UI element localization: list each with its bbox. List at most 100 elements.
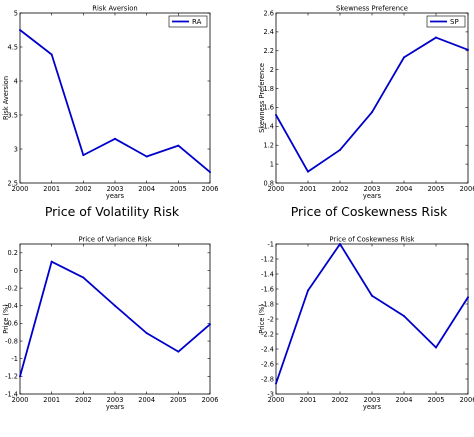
x-tick-label: 2002 [332,185,349,193]
y-tick-label: 1.8 [264,85,275,93]
y-axis-label: Price (%) [2,304,10,334]
data-point [50,260,53,263]
data-point [82,154,85,157]
y-tick-label: 2.4 [264,28,275,36]
data-point [467,48,469,51]
y-tick-label: 2.5 [8,179,19,187]
y-tick-label: 2 [270,66,274,74]
data-point [114,304,116,307]
y-tick-label: 2.2 [264,47,275,55]
y-tick-label: -0.4 [5,302,18,310]
y-tick-label: 1.4 [264,123,275,131]
data-point [339,243,341,245]
y-tick-label: -2.6 [261,360,274,368]
data-point [435,36,437,39]
y-tick-label: 1.6 [264,104,275,112]
y-tick-label: -0.8 [5,337,18,345]
x-axis-label: years [106,403,125,411]
y-tick-label: -1.6 [261,285,274,293]
x-tick-label: 2000 [12,185,29,193]
data-point [275,114,277,116]
data-point [467,296,469,299]
y-axis-label: Price (%) [258,304,266,334]
chart-panel-4: 2000 2001 2002 2003 2004 2005 2006 -3 -2.8 -2.6 -2… [258,236,474,412]
data-point [19,29,21,31]
y-tick-label: -1.2 [5,373,18,381]
x-tick-label: 2004 [396,396,413,404]
y-tick-label: 0.2 [8,249,19,257]
data-point [403,315,405,317]
data-point [307,170,309,173]
data-point [177,350,180,353]
y-tick-label: -3 [267,390,274,398]
x-tick-label: 2005 [428,185,445,193]
chart-title: Risk Aversion [92,5,137,13]
y-tick-label: -1.2 [261,255,274,263]
x-tick-label: 2002 [332,396,349,404]
data-point [114,137,116,140]
x-tick-label: 2003 [107,185,124,193]
x-tick-label: 2003 [364,185,381,193]
y-tick-label: -1.4 [261,270,274,278]
x-tick-label: 2004 [138,396,155,404]
x-tick-label: 2004 [138,185,155,193]
y-tick-label: -1.8 [261,300,274,308]
x-tick-label: 2001 [300,185,317,193]
y-tick-label: 4.5 [8,43,19,51]
x-tick-label: 2005 [170,185,187,193]
x-tick-label: 2005 [428,396,445,404]
y-tick-label: 2.6 [264,9,275,17]
y-tick-label: 5 [14,9,18,17]
y-tick-label: -0.2 [5,284,18,292]
x-tick-label: 2006 [460,396,474,404]
x-tick-label: 2002 [75,396,92,404]
x-axis-label: years [363,403,382,411]
y-tick-label: 3 [14,145,18,153]
chart-panel-3: 2000 2001 2002 2003 2004 2005 2006 -1.4 -1.2 -1 -0… [2,236,218,412]
data-point [177,144,180,147]
legend-label: SP [450,18,459,26]
caption-left: Price of Volatility Risk [45,204,180,219]
data-point [371,294,373,297]
x-tick-label: 2001 [43,396,60,404]
x-tick-label: 2006 [202,396,219,404]
y-tick-label: 0 [14,267,18,275]
y-tick-label: -2.8 [261,375,274,383]
data-point [403,56,405,59]
y-tick-label: 4 [14,77,18,85]
x-tick-label: 2000 [268,396,285,404]
x-axis-label: years [363,192,382,200]
x-tick-label: 2005 [170,396,187,404]
chart-title: Price of Variance Risk [78,236,151,244]
data-point [435,346,437,349]
data-point [209,171,211,174]
y-axis-label: Risk Aversion [2,76,10,120]
x-tick-label: 2001 [300,396,317,404]
y-tick-label: 1.2 [264,142,275,150]
data-point [371,111,373,114]
plot-area-frame [19,12,211,184]
x-tick-label: 2001 [43,185,60,193]
data-point [19,375,21,378]
chart-title: Price of Coskewness Risk [329,236,414,244]
data-point [82,276,85,279]
y-tick-label: -2 [267,315,274,323]
chart-panel-1: 2000 2001 2002 2003 2004 2005 2006 2.5 3 3.5 4 4.5 5… [2,5,218,201]
y-tick-label: -2.4 [261,345,274,353]
chart-title: Skewness Preference [336,5,408,13]
y-tick-label: -0.6 [5,320,18,328]
x-tick-label: 2004 [396,185,413,193]
data-point [275,382,277,385]
x-tick-label: 2003 [364,396,381,404]
x-tick-label: 2003 [107,396,124,404]
y-tick-label: 3.5 [8,111,19,119]
chart-panel-2: 2000 2001 2002 2003 2004 2005 2006 0.8 1 1.2 1.4 1.… [258,5,474,201]
x-tick-label: 2002 [75,185,92,193]
y-tick-label: -1 [11,355,18,363]
data-point [209,323,211,326]
y-tick-label: -2.2 [261,330,274,338]
y-axis-label: Skewness Preference [258,63,266,133]
y-tick-label: -1 [267,240,274,248]
x-tick-label: 2000 [12,396,29,404]
